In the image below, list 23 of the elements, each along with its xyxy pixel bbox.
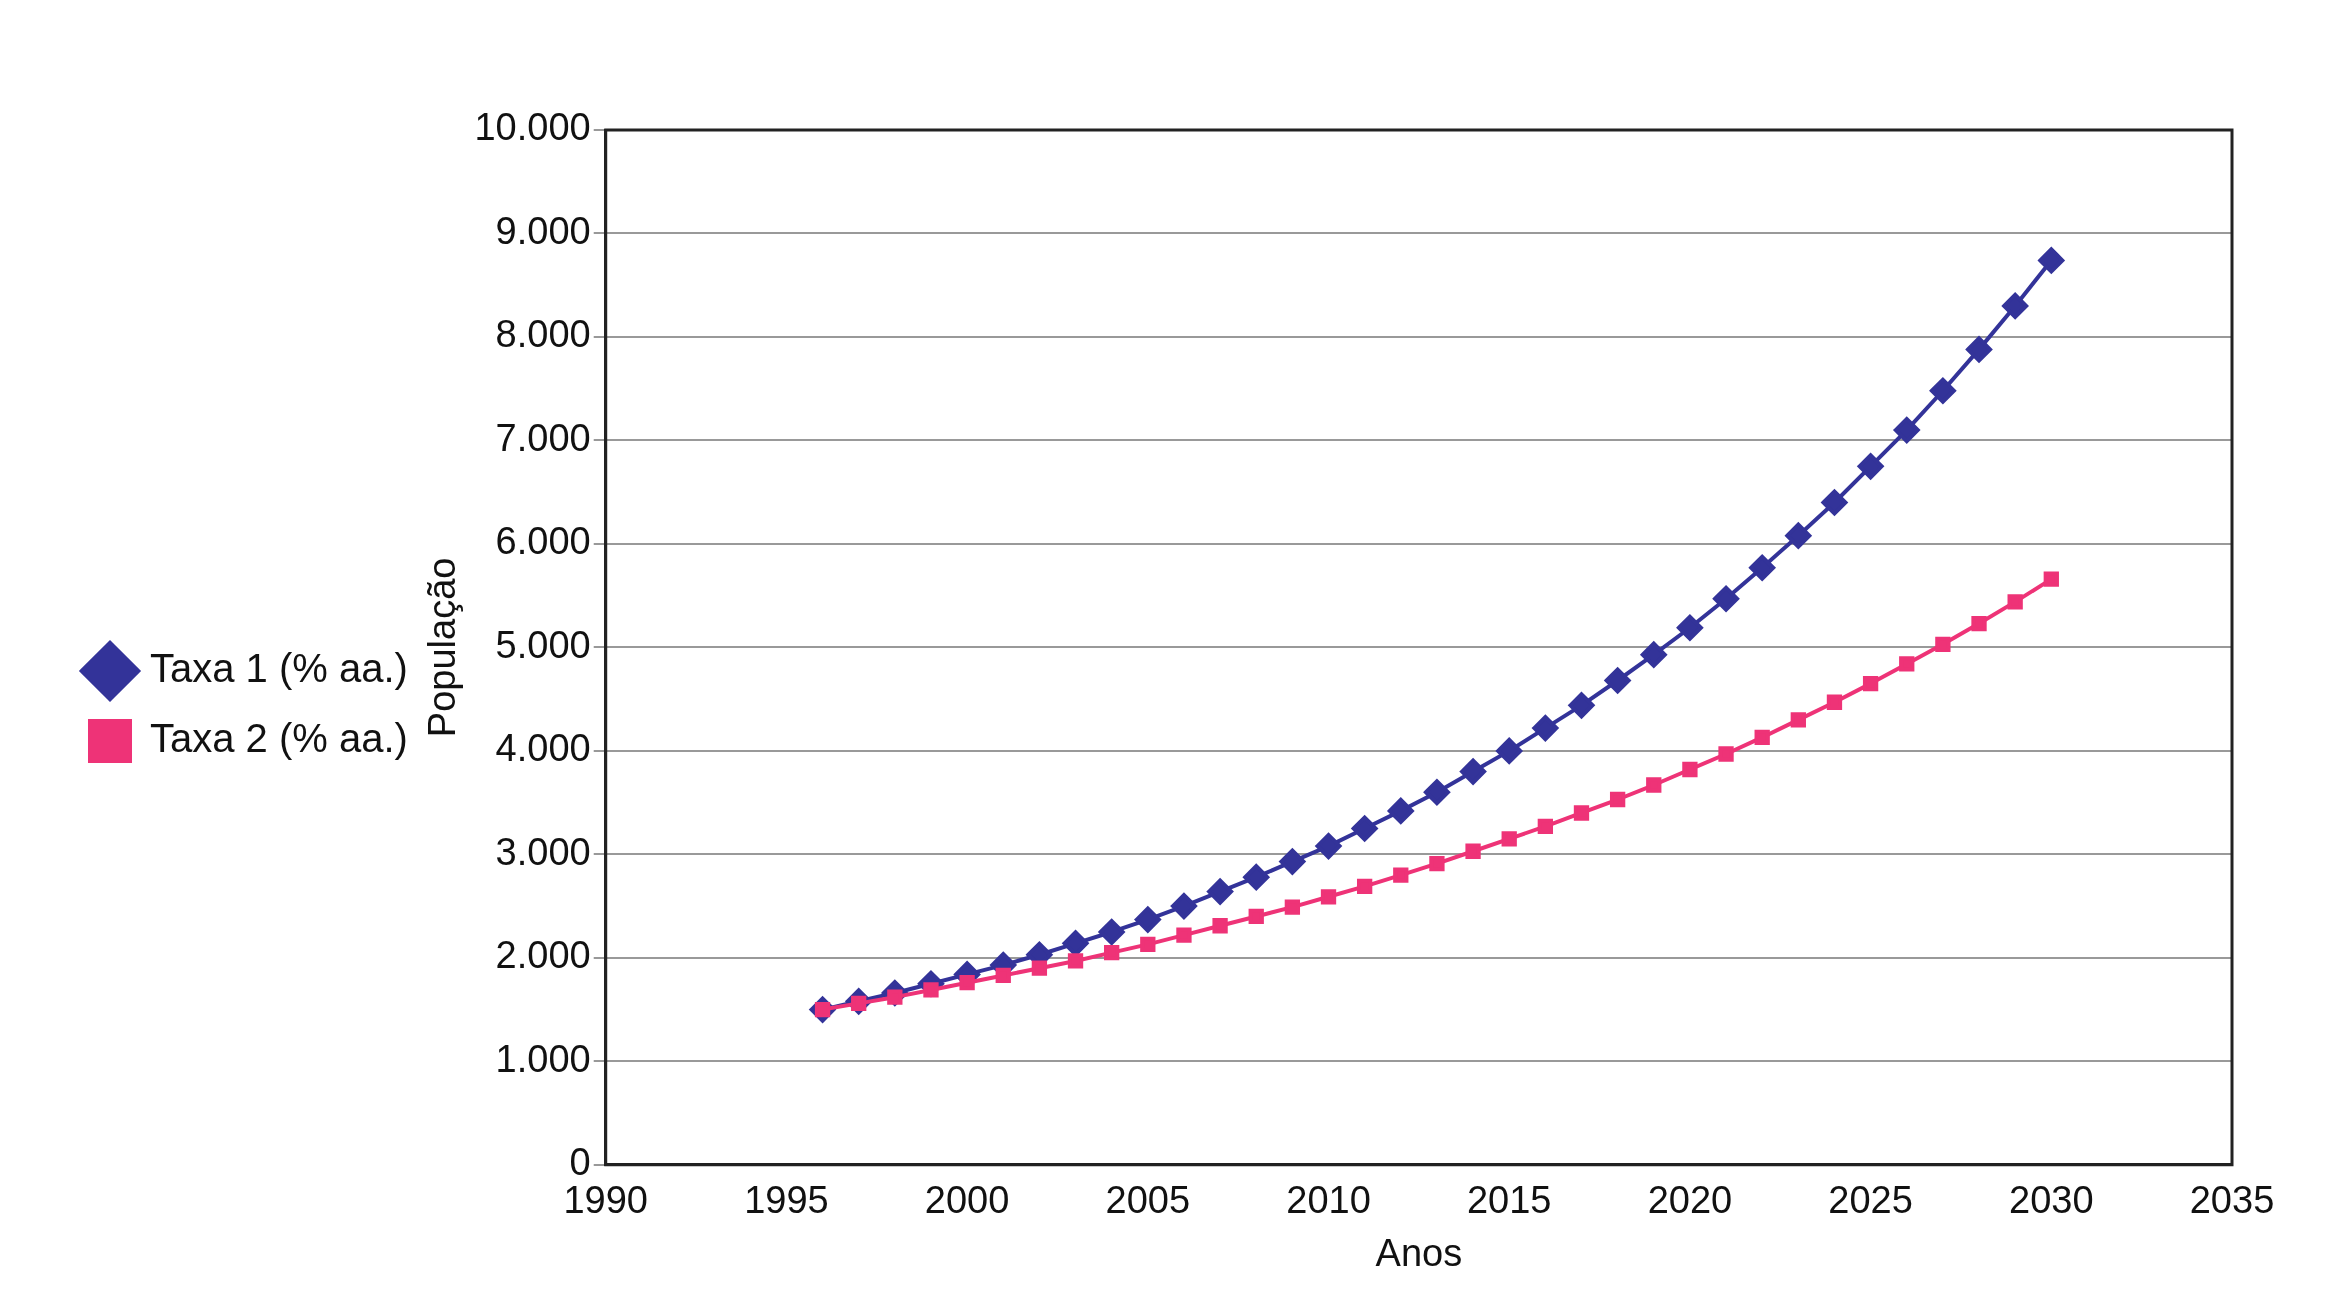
x-tick-label: 2020 [1647,1179,1733,1222]
y-tick-label: 1.000 [495,1037,591,1080]
y-tick-label: 8.000 [495,313,591,356]
x-tick-label: 2005 [1105,1179,1191,1222]
x-tick-label: 2015 [1466,1179,1552,1222]
x-axis-title: Anos [1375,1231,1463,1274]
y-axis-title: População [421,557,464,738]
legend-label: Taxa 1 (% aa.) [150,646,408,691]
y-tick-label: 9.000 [495,209,591,252]
y-tick-label: 7.000 [495,416,591,459]
x-tick-label: 2025 [1828,1179,1913,1222]
x-tick-label: 2010 [1286,1179,1371,1222]
x-tick-label: 2030 [2009,1179,2094,1222]
y-tick-label: 6.000 [495,520,591,563]
y-tick-label: 5.000 [495,623,591,666]
x-tick-label: 2000 [924,1179,1010,1222]
x-tick-label: 2035 [2189,1179,2275,1222]
y-tick-label: 4.000 [495,727,591,770]
y-tick-label: 10.000 [474,106,591,149]
y-tick-label: 3.000 [495,830,591,873]
x-tick-label: 1995 [744,1179,829,1222]
legend-label: Taxa 2 (% aa.) [150,716,408,761]
y-tick-label: 2.000 [495,934,591,977]
